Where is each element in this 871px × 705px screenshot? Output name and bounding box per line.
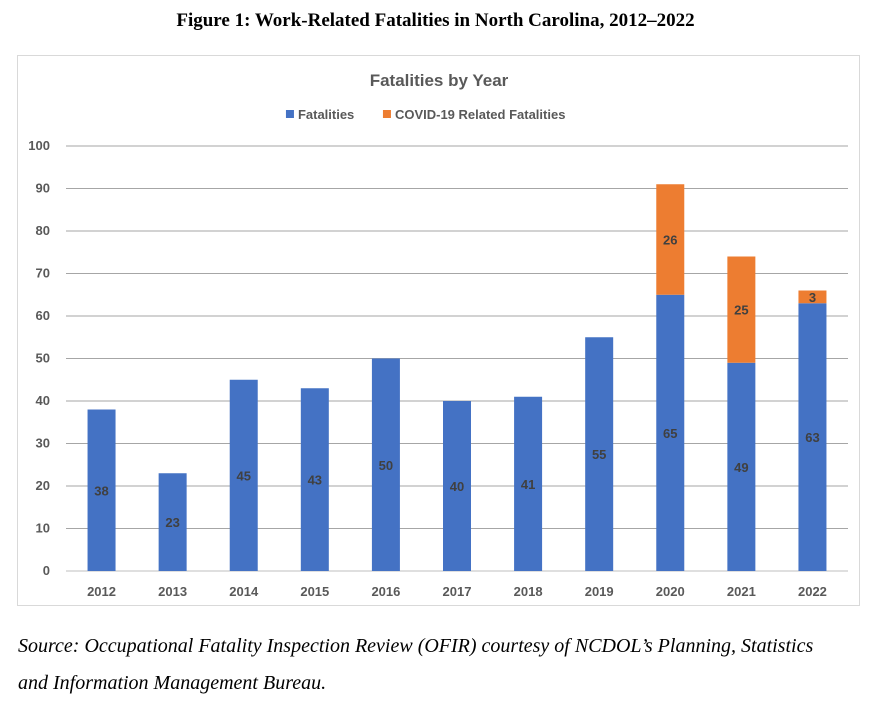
bar-fatalities-2021 <box>727 362 756 571</box>
x-tick-label-2021: 2021 <box>727 584 756 599</box>
data-label-fatalities-2019: 55 <box>592 447 606 462</box>
bar-covid-2021 <box>727 256 756 363</box>
x-tick-label-2018: 2018 <box>514 584 543 599</box>
bar-covid-2022 <box>798 290 827 304</box>
data-label-fatalities-2015: 43 <box>308 473 322 488</box>
chart-frame: Fatalities by Year Fatalities COVID-19 Rel… <box>17 55 860 606</box>
x-tick-label-2015: 2015 <box>300 584 329 599</box>
data-label-covid-2021: 25 <box>734 303 748 318</box>
y-tick-label-10: 10 <box>36 521 50 536</box>
fatalities-bar-chart: Fatalities by Year Fatalities COVID-19 Rel… <box>28 71 848 599</box>
x-tick-label-2019: 2019 <box>585 584 614 599</box>
legend-label-1: COVID-19 Related Fatalities <box>395 107 566 122</box>
data-label-fatalities-2022: 63 <box>805 430 819 445</box>
x-tick-label-2012: 2012 <box>87 584 116 599</box>
y-tick-label-40: 40 <box>36 393 50 408</box>
bar-fatalities-2014 <box>229 379 258 571</box>
data-label-covid-2022: 3 <box>809 290 816 305</box>
y-tick-label-20: 20 <box>36 478 50 493</box>
bar-fatalities-2016 <box>371 358 400 571</box>
y-tick-label-100: 100 <box>28 138 50 153</box>
data-label-fatalities-2013: 23 <box>165 515 179 530</box>
legend-label-0: Fatalities <box>298 107 354 122</box>
y-tick-label-30: 30 <box>36 436 50 451</box>
bar-fatalities-2015 <box>300 388 329 571</box>
data-label-fatalities-2012: 38 <box>94 483 108 498</box>
figure-title: Figure 1: Work-Related Fatalities in Nor… <box>176 10 695 31</box>
data-label-fatalities-2021: 49 <box>734 460 748 475</box>
data-label-covid-2020: 26 <box>663 233 677 248</box>
data-label-fatalities-2017: 40 <box>450 479 464 494</box>
data-label-fatalities-2020: 65 <box>663 426 677 441</box>
y-tick-label-0: 0 <box>43 563 50 578</box>
x-tick-label-2013: 2013 <box>158 584 187 599</box>
y-tick-label-90: 90 <box>36 181 50 196</box>
x-tick-label-2020: 2020 <box>656 584 685 599</box>
source-note: Source: Occupational Fatality Inspection… <box>18 635 814 694</box>
bar-fatalities-2012 <box>87 409 116 571</box>
bar-fatalities-2018 <box>514 396 543 571</box>
y-tick-label-50: 50 <box>36 351 50 366</box>
chart-title: Fatalities by Year <box>370 71 509 90</box>
data-label-fatalities-2016: 50 <box>379 458 393 473</box>
legend-swatch-0 <box>285 110 294 118</box>
y-tick-label-60: 60 <box>36 308 50 323</box>
data-label-fatalities-2014: 45 <box>236 468 250 483</box>
x-tick-label-2014: 2014 <box>229 584 259 599</box>
bar-covid-2020 <box>656 184 685 295</box>
x-tick-label-2022: 2022 <box>798 584 827 599</box>
bar-fatalities-2022 <box>798 303 827 571</box>
y-tick-label-70: 70 <box>36 266 50 281</box>
bar-fatalities-2013 <box>158 473 187 571</box>
bar-fatalities-2017 <box>443 401 471 571</box>
y-tick-label-80: 80 <box>36 223 50 238</box>
bar-fatalities-2019 <box>585 337 614 571</box>
x-tick-label-2016: 2016 <box>371 584 400 599</box>
data-label-fatalities-2018: 41 <box>521 477 535 492</box>
bar-fatalities-2020 <box>656 294 685 571</box>
x-tick-label-2017: 2017 <box>443 584 472 599</box>
legend-swatch-1 <box>382 110 391 118</box>
